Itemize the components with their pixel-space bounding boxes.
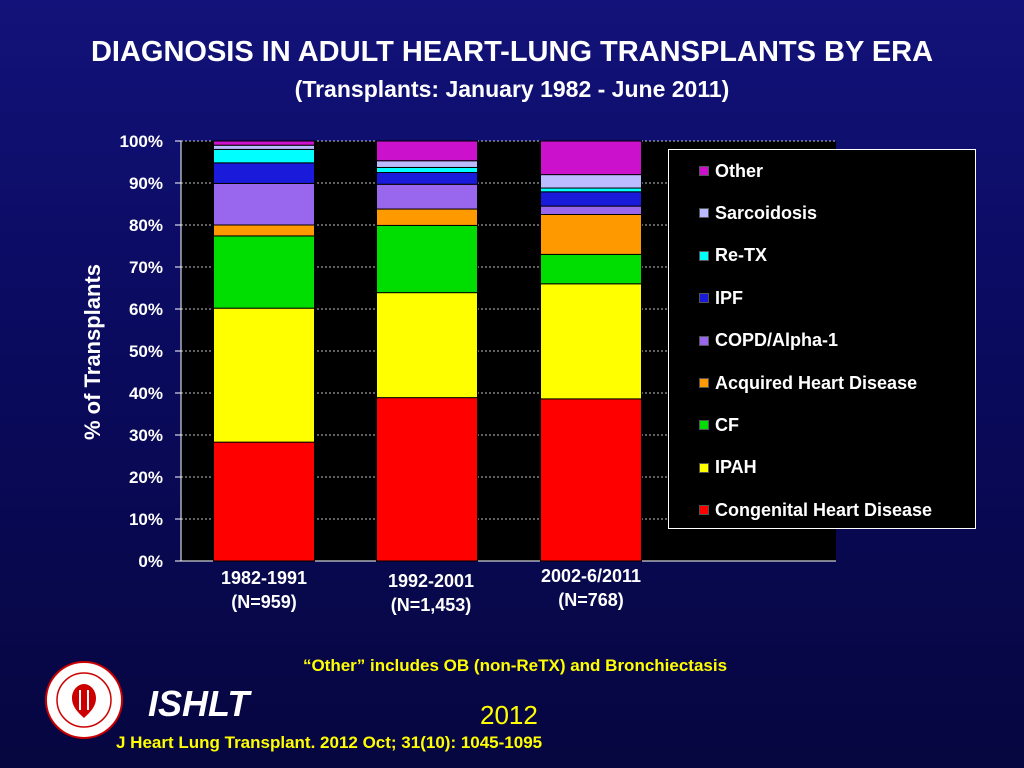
legend-item: Sarcoidosis <box>699 203 817 223</box>
legend-item: Congenital Heart Disease <box>699 500 932 520</box>
x-tick-label: 1992-2001 <box>388 571 474 591</box>
bar-segment <box>540 205 642 216</box>
legend-label: Other <box>715 160 764 181</box>
y-tick-label: 100% <box>120 132 163 151</box>
y-axis-label: % of Transplants <box>80 263 105 441</box>
y-tick-label: 10% <box>129 510 163 529</box>
x-tick-label: (N=1,453) <box>391 595 472 615</box>
bar-segment <box>213 144 315 150</box>
legend-label: CF <box>715 414 739 435</box>
x-tick-label: 1982-1991 <box>221 568 307 588</box>
bar-segment <box>540 253 642 285</box>
slide-title: DIAGNOSIS IN ADULT HEART-LUNG TRANSPLANT… <box>90 36 934 68</box>
bar-segment <box>376 208 478 226</box>
legend-label: Re-TX <box>715 245 768 266</box>
bar-segment <box>213 441 315 562</box>
footnote: “Other” includes OB (non-ReTX) and Bronc… <box>302 656 728 675</box>
legend-swatch <box>699 293 709 304</box>
bar-segment <box>213 162 315 184</box>
legend-swatch <box>699 462 709 473</box>
legend-label: COPD/Alpha-1 <box>715 330 839 351</box>
bar-segment <box>540 214 642 255</box>
org-name: ISHLT <box>148 683 250 724</box>
legend-item: Acquired Heart Disease <box>699 373 917 393</box>
bar-segment <box>376 224 478 294</box>
ishlt-logo <box>45 661 123 739</box>
bar-segment <box>213 182 315 226</box>
x-tick-label: (N=959) <box>231 592 297 612</box>
bar-segment <box>376 166 478 174</box>
bar-segment <box>213 148 315 164</box>
bar-segment <box>376 172 478 185</box>
legend-label: Acquired Heart Disease <box>715 372 918 393</box>
legend-label: Sarcoidosis <box>715 202 818 223</box>
y-tick-label: 60% <box>129 300 163 319</box>
bar-segment <box>540 187 642 193</box>
legend-item: IPF <box>699 288 743 308</box>
x-tick-label: 2002-6/2011 <box>541 566 641 586</box>
legend-item: Re-TX <box>699 245 768 266</box>
legend-item: COPD/Alpha-1 <box>699 330 839 351</box>
legend-swatch <box>699 505 709 516</box>
legend-label: IPAH <box>715 457 757 478</box>
y-tick-label: 30% <box>129 426 163 445</box>
y-tick-label: 20% <box>129 468 163 487</box>
x-tick-label: (N=768) <box>558 590 624 610</box>
bar-segment <box>213 307 315 443</box>
bar-segment <box>376 183 478 210</box>
y-tick-label: 70% <box>129 258 163 277</box>
bar-segment <box>540 140 642 176</box>
bar-segment <box>376 140 478 162</box>
bar-segment <box>213 140 315 146</box>
bar-segment <box>540 191 642 207</box>
chart-legend: Other Sarcoidosis Re-TX IPF COPD/Alpha-1 Acqu… <box>668 149 976 529</box>
bar-segment <box>540 174 642 189</box>
legend-label: Congenital Heart Disease <box>715 499 933 520</box>
legend-item: IPAH <box>699 457 757 478</box>
legend-swatch <box>699 208 709 219</box>
bar-segment <box>213 224 315 237</box>
legend-label: IPF <box>715 287 744 308</box>
y-tick-label: 90% <box>129 174 163 193</box>
report-year: 2012 <box>480 700 538 730</box>
bar-segment <box>376 160 478 168</box>
bar-segment <box>213 235 315 309</box>
legend-item: CF <box>699 415 739 435</box>
legend-swatch <box>699 250 709 261</box>
bar-segment <box>376 292 478 399</box>
y-tick-label: 50% <box>129 342 163 361</box>
bar-segment <box>540 398 642 562</box>
slide-subtitle: (Transplants: January 1982 - June 2011) <box>294 76 730 102</box>
legend-swatch <box>699 166 709 176</box>
y-tick-label: 0% <box>138 552 163 571</box>
legend-item: Other <box>699 161 763 181</box>
legend-swatch <box>699 420 709 431</box>
legend-swatch <box>699 378 709 388</box>
citation: J Heart Lung Transplant. 2012 Oct; 31(10… <box>116 733 543 752</box>
legend-swatch <box>699 335 709 346</box>
y-tick-label: 80% <box>129 216 163 235</box>
bar-segment <box>540 283 642 400</box>
y-tick-label: 40% <box>129 384 163 403</box>
bar-segment <box>376 397 478 562</box>
